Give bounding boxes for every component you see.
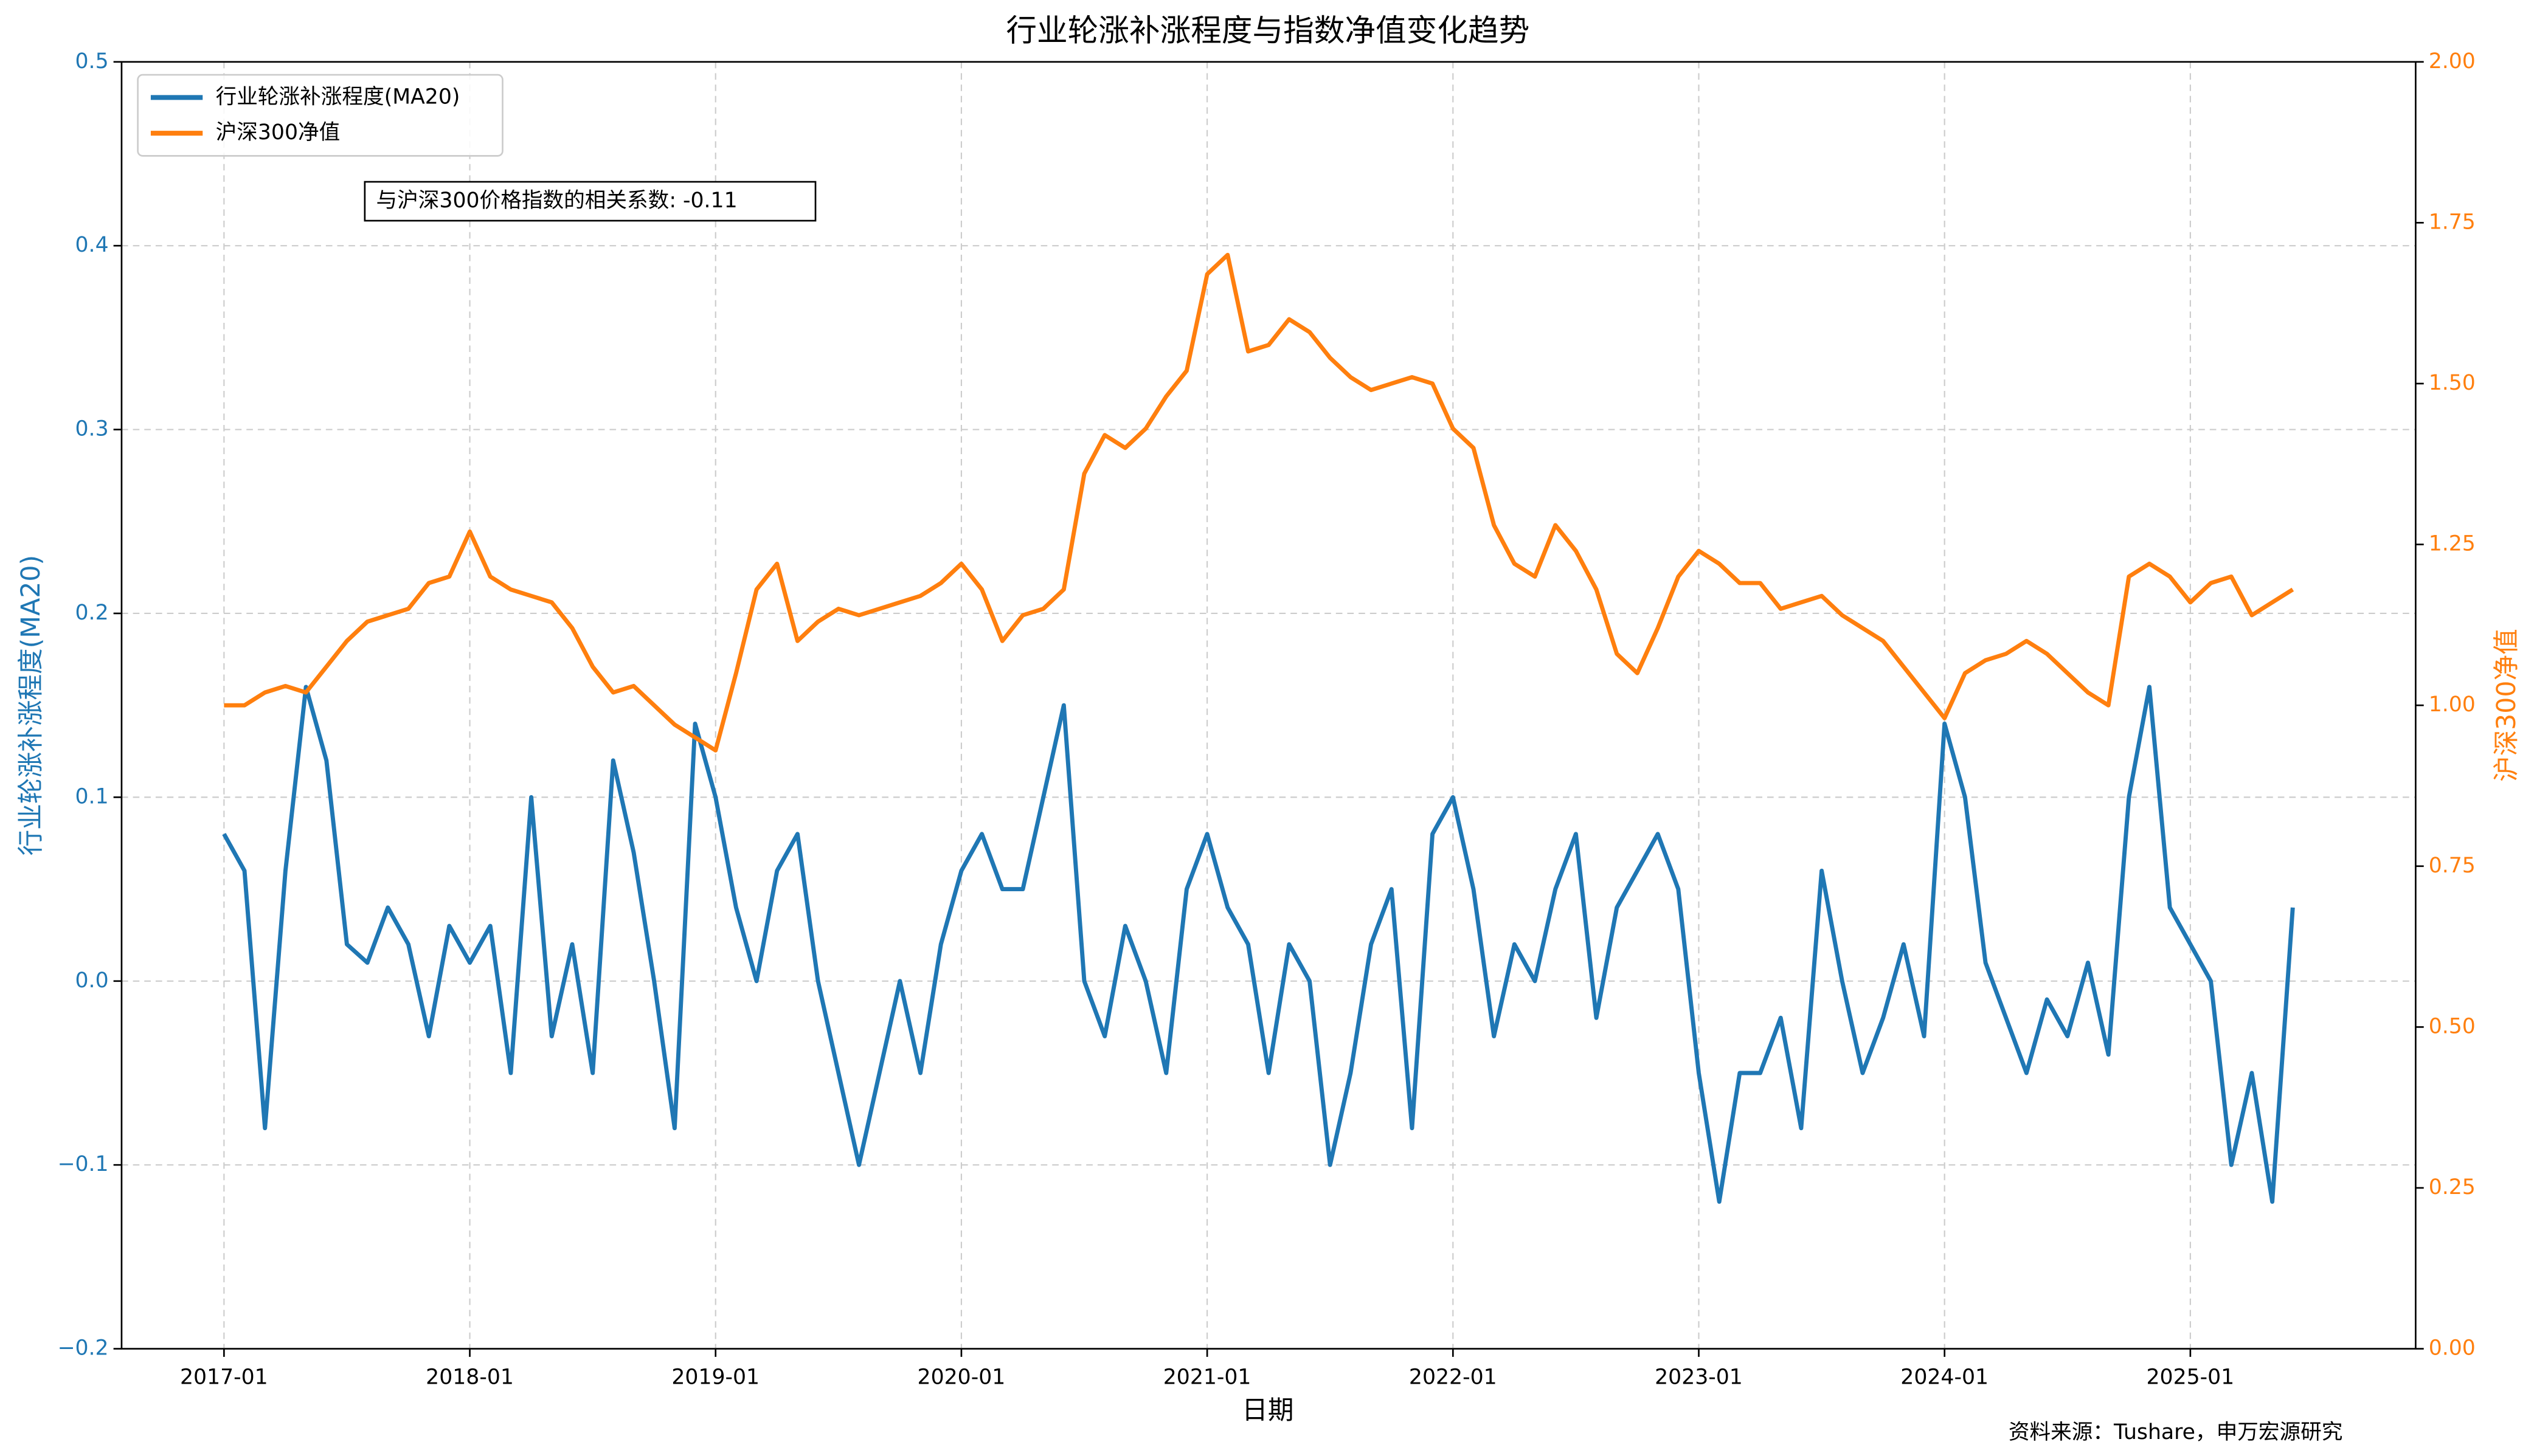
x-axis-label: 日期	[1242, 1395, 1293, 1426]
y-tick-label: 0.5	[75, 49, 109, 74]
y-axis-label: 行业轮涨补涨程度(MA20)	[16, 555, 46, 856]
y-tick-label: 0.2	[75, 601, 109, 625]
x-tick-label: 2023-01	[1655, 1365, 1743, 1390]
annotation-box	[364, 181, 817, 222]
y2-tick-label: 2.00	[2429, 49, 2476, 74]
y2-tick-label: 0.75	[2429, 854, 2476, 878]
legend-label: 沪深300净值	[216, 120, 341, 145]
x-tick-label: 2020-01	[918, 1365, 1006, 1390]
annotation: 与沪深300价格指数的相关系数: -0.11	[376, 188, 738, 213]
source-note: 资料来源：Tushare，申万宏源研究	[2009, 1420, 2343, 1444]
x-tick-label: 2025-01	[2146, 1365, 2234, 1390]
y2-tick-label: 0.25	[2429, 1175, 2476, 1199]
y-tick-label: 0.3	[75, 417, 109, 441]
x-tick-label: 2017-01	[180, 1365, 268, 1390]
y-tick-label: 0.0	[75, 968, 109, 993]
y-tick-label: −0.2	[57, 1336, 108, 1361]
x-tick-label: 2019-01	[671, 1365, 760, 1390]
data-line	[222, 685, 2295, 1204]
x-tick-label: 2024-01	[1900, 1365, 1989, 1390]
data-line	[224, 252, 2294, 753]
legend-box	[137, 74, 504, 157]
y2-tick-label: 1.75	[2429, 210, 2476, 234]
y2-tick-label: 0.50	[2429, 1014, 2476, 1038]
x-tick-label: 2022-01	[1409, 1365, 1497, 1390]
y2-tick-label: 1.00	[2429, 692, 2476, 717]
y2-axis-label: 沪深300净值	[2491, 629, 2522, 782]
y2-tick-label: 1.25	[2429, 532, 2476, 556]
y-tick-label: 0.4	[75, 233, 109, 257]
x-tick-label: 2021-01	[1163, 1365, 1251, 1390]
legend-label: 行业轮涨补涨程度(MA20)	[216, 85, 460, 109]
y2-tick-label: 1.50	[2429, 371, 2476, 395]
plot-frame	[120, 61, 2417, 1350]
x-tick-label: 2018-01	[426, 1365, 514, 1390]
y-tick-label: −0.1	[57, 1152, 108, 1176]
chart-title: 行业轮涨补涨程度与指数净值变化趋势	[1006, 12, 1529, 48]
y2-tick-label: 0.00	[2429, 1336, 2476, 1361]
y-tick-label: 0.1	[75, 784, 109, 809]
